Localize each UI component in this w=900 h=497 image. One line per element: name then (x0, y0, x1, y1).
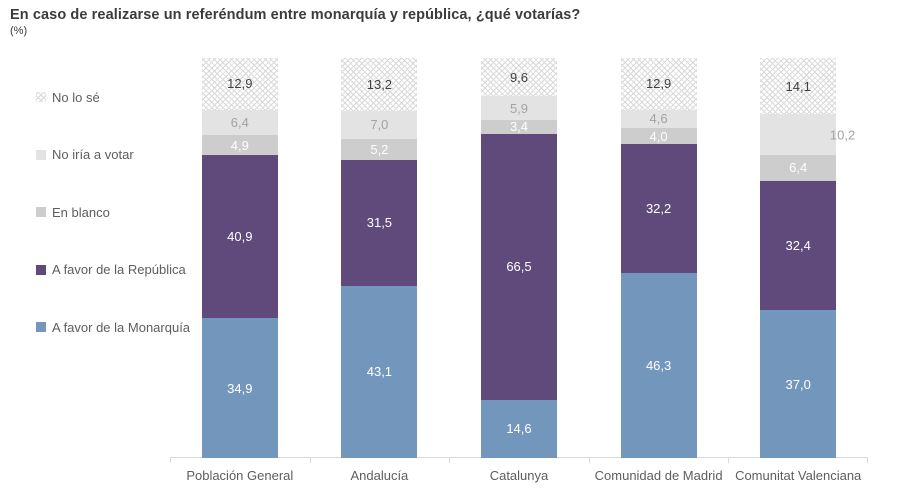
legend-swatch-icon (36, 207, 46, 217)
bar-segment-en-blanco[interactable]: 3,4 (480, 119, 557, 135)
segment-value-label: 5,2 (370, 141, 389, 157)
category-cell: 14,1 10,2 6,4 32,4 37,0 Comunitat Valenciana (728, 57, 868, 483)
chart-subtitle: (%) (10, 25, 28, 37)
category-cell: 12,9 6,4 4,9 40,9 34,9 Población General (170, 58, 310, 483)
bar-segment-no-iria-a-votar[interactable]: 6,4 (201, 109, 278, 136)
stacked-bar: 12,9 6,4 4,9 40,9 34,9 (201, 58, 278, 458)
segment-value-label: 46,3 (645, 357, 672, 373)
legend-item-no-iria-a-votar[interactable]: No iría a votar (36, 147, 134, 163)
segment-value-label: 10,2 (829, 127, 856, 143)
stacked-bar: 14,1 10,2 6,4 32,4 37,0 (760, 57, 855, 458)
bar-segment-no-iria-a-votar[interactable]: 10,2 (760, 114, 855, 156)
bar-segment-a-favor-de-la-republica[interactable]: 40,9 (201, 154, 278, 319)
bar-segment-en-blanco[interactable]: 6,4 (760, 155, 837, 181)
bar-segment-no-iria-a-votar[interactable]: 5,9 (480, 96, 557, 121)
segment-value-label: 12,9 (227, 76, 253, 92)
segment-value-label: 4,0 (649, 128, 668, 144)
axis-tick (449, 458, 451, 463)
bar-segment-no-iria-a-votar[interactable]: 4,6 (620, 109, 697, 129)
segment-value-label: 4,6 (649, 111, 668, 127)
legend: No lo sé No iría a votar En blanco A favor … (36, 89, 206, 349)
bar-segment-a-favor-de-la-monarquia[interactable]: 43,1 (341, 285, 418, 458)
segment-value-label: 9,6 (509, 69, 529, 85)
segment-value-label: 14,1 (785, 78, 811, 94)
bar-segment-a-favor-de-la-monarquia[interactable]: 14,6 (480, 399, 557, 458)
segment-value-label: 6,4 (789, 160, 808, 176)
bar-segment-en-blanco[interactable]: 5,2 (341, 138, 418, 160)
category-cell: 12,9 4,6 4,0 32,2 46,3 Comunidad de Madrid (589, 58, 729, 483)
legend-swatch-icon (36, 149, 46, 160)
legend-swatch-icon (36, 322, 46, 332)
stacked-bar: 9,6 5,9 3,4 66,5 14,6 (480, 58, 557, 458)
segment-value-label: 7,0 (370, 117, 389, 133)
bar-segment-no-iria-a-votar[interactable]: 7,0 (341, 110, 418, 139)
segment-value-label: 37,0 (785, 376, 811, 392)
bar-segment-en-blanco[interactable]: 4,9 (201, 135, 278, 155)
category-cell: 13,2 7,0 5,2 31,5 43,1 Andalucía (310, 58, 450, 483)
bar-segment-no-lo-se[interactable]: 9,6 (480, 58, 557, 97)
legend-label: No lo sé (52, 89, 100, 105)
segment-value-label: 66,5 (506, 259, 532, 275)
category-label: Andalucía (350, 468, 409, 483)
segment-value-label: 5,9 (509, 100, 529, 116)
legend-swatch-icon (36, 92, 46, 102)
bar-segment-a-favor-de-la-republica[interactable]: 66,5 (480, 133, 557, 400)
category-cell: 9,6 5,9 3,4 66,5 14,6 Catalunya (449, 58, 589, 483)
legend-item-en-blanco[interactable]: En blanco (36, 204, 110, 220)
segment-value-label: 13,2 (366, 76, 393, 92)
legend-label: A favor de la República (52, 262, 186, 277)
axis-tick (867, 458, 868, 463)
bar-segment-en-blanco[interactable]: 4,0 (620, 128, 697, 145)
bar-segment-a-favor-de-la-monarquia[interactable]: 37,0 (760, 310, 837, 458)
segment-value-label: 32,2 (645, 200, 672, 216)
legend-label: En blanco (52, 204, 110, 220)
legend-swatch-icon (36, 264, 46, 275)
stacked-bar: 12,9 4,6 4,0 32,2 46,3 (620, 58, 697, 458)
category-label: Comunitat Valenciana (735, 468, 862, 483)
axis-tick (170, 458, 171, 463)
bar-segment-no-lo-se[interactable]: 12,9 (201, 58, 278, 110)
bar-segment-no-lo-se[interactable]: 14,1 (760, 57, 837, 115)
bar-segment-a-favor-de-la-republica[interactable]: 31,5 (341, 159, 418, 286)
bar-segment-no-lo-se[interactable]: 12,9 (620, 58, 697, 110)
segment-value-label: 4,9 (230, 137, 249, 153)
bar-segment-a-favor-de-la-republica[interactable]: 32,2 (620, 144, 697, 273)
segment-value-label: 12,9 (645, 76, 672, 92)
bar-segment-no-lo-se[interactable]: 13,2 (341, 58, 418, 111)
segment-value-label: 31,5 (366, 215, 393, 231)
axis-tick (588, 458, 590, 463)
bar-segment-a-favor-de-la-monarquia[interactable]: 46,3 (620, 272, 697, 458)
legend-label: A favor de la Monarquía (52, 319, 191, 335)
category-label: Comunidad de Madrid (594, 468, 723, 483)
legend-label: No iría a votar (52, 147, 134, 162)
category-label: Catalunya (489, 468, 549, 483)
legend-item-a-favor-de-la-republica[interactable]: A favor de la República (36, 262, 186, 278)
segment-value-label: 3,4 (509, 119, 529, 135)
plot-area: 12,9 6,4 4,9 40,9 34,9 Población General 13,2 7… (170, 57, 868, 483)
segment-value-label: 6,4 (230, 114, 249, 130)
legend-item-a-favor-de-la-monarquia[interactable]: A favor de la Monarquía (36, 319, 190, 335)
segment-value-label: 32,4 (785, 237, 811, 253)
bar-segment-a-favor-de-la-republica[interactable]: 32,4 (760, 180, 837, 311)
segment-value-label: 34,9 (227, 380, 253, 396)
segment-value-label: 40,9 (227, 229, 253, 245)
title-block: En caso de realizarse un referéndum entr… (10, 7, 580, 37)
stacked-bar: 13,2 7,0 5,2 31,5 43,1 (341, 58, 418, 458)
legend-item-no-lo-se[interactable]: No lo sé (36, 89, 100, 105)
axis-tick (309, 458, 311, 463)
segment-value-label: 14,6 (506, 421, 532, 437)
axis-tick (728, 458, 730, 463)
bar-segment-a-favor-de-la-monarquia[interactable]: 34,9 (201, 318, 278, 458)
page-title: En caso de realizarse un referéndum entr… (10, 7, 581, 23)
segment-value-label: 43,1 (366, 364, 393, 380)
category-label: Población General (186, 468, 294, 483)
